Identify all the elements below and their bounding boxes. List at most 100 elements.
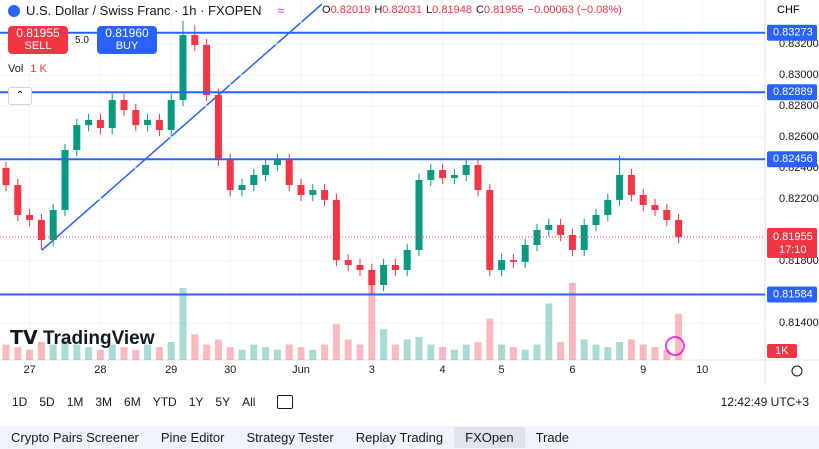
x-tick-label: 6 <box>569 364 575 376</box>
candle-body <box>332 199 340 261</box>
candle-body <box>179 35 187 100</box>
last-price-tag <box>767 227 817 258</box>
candle-body <box>132 110 140 126</box>
candle-body <box>557 225 565 235</box>
x-tick-label: 5 <box>499 364 505 376</box>
range-button[interactable]: 1Y <box>188 395 204 409</box>
candle-body <box>509 260 517 262</box>
range-button[interactable]: 6M <box>124 395 141 409</box>
tab[interactable]: Trade <box>535 430 570 445</box>
flash-icon[interactable] <box>665 336 685 356</box>
sell-button[interactable]: 0.81955 SELL <box>8 26 68 54</box>
level-label: 0.83273 <box>773 27 813 39</box>
tab[interactable]: Crypto Pairs Screener <box>11 430 139 445</box>
trend-line <box>41 3 323 251</box>
x-tick-label: 10 <box>696 364 708 376</box>
candle-body <box>427 170 435 180</box>
ohlc-value: 0.81955 <box>483 4 524 16</box>
volume-bar <box>273 349 281 360</box>
candle-body <box>167 99 175 131</box>
candle-body <box>96 119 104 129</box>
candle-body <box>604 199 612 215</box>
volume-bar <box>509 347 517 360</box>
volume-bar <box>368 282 376 360</box>
candle-body <box>474 165 482 190</box>
sell-label: SELL <box>24 40 52 52</box>
candle-body <box>309 189 317 195</box>
candle-body <box>663 209 671 220</box>
currency[interactable]: CHF <box>777 4 800 16</box>
candle-body <box>391 265 399 270</box>
volume-bar <box>120 347 128 360</box>
alert-icon[interactable]: ≈ <box>277 3 285 18</box>
range-button[interactable]: 1D <box>12 395 28 409</box>
volume-bar <box>96 349 104 360</box>
candle-body <box>85 119 93 126</box>
flag-icon <box>8 4 20 17</box>
buy-label: BUY <box>115 40 139 52</box>
volume-bar <box>545 303 553 360</box>
candle-body <box>73 125 81 151</box>
x-tick-label: 28 <box>94 364 106 376</box>
collapse-button[interactable]: ⌃ <box>8 87 32 105</box>
candle-body <box>250 174 258 186</box>
candle-body <box>191 35 199 45</box>
ohlc-change: −0.00063 (−0.08%) <box>527 4 622 16</box>
x-tick-label: 27 <box>23 364 35 376</box>
range-button[interactable]: 5D <box>39 395 55 409</box>
buy-button[interactable]: 0.81960 BUY <box>97 26 157 54</box>
volume-bar <box>521 349 529 360</box>
clock[interactable]: 12:42:49 UTC+3 <box>720 395 809 409</box>
level-tag <box>767 84 817 101</box>
calendar-icon[interactable] <box>277 395 294 409</box>
tab[interactable]: FXOpen <box>454 427 525 448</box>
level-tag <box>767 24 817 41</box>
volume-bar <box>238 349 246 360</box>
candle-body <box>2 167 10 186</box>
candle-body <box>297 185 305 195</box>
ohlc-label: O <box>322 4 331 16</box>
last-price-label: 0.81955 <box>773 231 813 243</box>
tab[interactable]: Pine Editor <box>160 430 225 445</box>
x-tick-label: Jun <box>292 364 310 376</box>
candle-body <box>238 185 246 190</box>
tab[interactable]: Strategy Tester <box>246 430 334 445</box>
volume-bar <box>73 344 81 360</box>
range-button[interactable]: YTD <box>152 395 177 409</box>
x-tick-label: 4 <box>440 364 446 376</box>
volume-bar <box>391 344 399 360</box>
range-button[interactable]: All <box>242 395 256 409</box>
buy-price: 0.81960 <box>105 26 149 40</box>
settings-icon[interactable] <box>791 365 803 377</box>
volume-bar <box>14 347 22 360</box>
volume-bar <box>132 349 140 360</box>
y-tick-label: 0.81400 <box>779 317 819 329</box>
volume-bar <box>439 347 447 360</box>
countdown: 17:10 <box>779 244 807 256</box>
volume-legend: Vol 1 K <box>8 63 47 75</box>
candle-body <box>14 185 22 215</box>
volume-bar <box>332 324 340 360</box>
y-tick-label: 0.82800 <box>779 100 819 112</box>
logo-text: TradingView <box>42 328 155 349</box>
volume-bar <box>226 347 234 360</box>
volume-axis-label: 1K <box>775 345 789 357</box>
candle-body <box>403 249 411 270</box>
y-tick-label: 0.83000 <box>779 69 819 81</box>
range-button[interactable]: 1M <box>66 395 84 409</box>
range-button[interactable]: 3M <box>95 395 113 409</box>
ohlc-label: H <box>374 4 383 16</box>
range-button[interactable]: 5Y <box>215 395 231 409</box>
volume-tag <box>767 344 797 358</box>
y-tick-label: 0.83200 <box>779 38 819 50</box>
volume-bar <box>344 339 352 360</box>
ohlc-legend: O0.82019 H0.82031 L0.81948 C0.81955 −0.00063… <box>322 4 626 16</box>
candle-body <box>639 194 647 206</box>
level-label: 0.82889 <box>773 86 813 98</box>
tab[interactable]: Replay Trading <box>355 430 444 445</box>
candle-body <box>262 165 270 175</box>
symbol[interactable]: U.S. Dollar / Swiss Franc · 1h · FXOPEN <box>26 3 262 18</box>
volume-bar <box>26 349 34 360</box>
candle-body <box>356 265 364 270</box>
volume-bar <box>627 339 635 360</box>
